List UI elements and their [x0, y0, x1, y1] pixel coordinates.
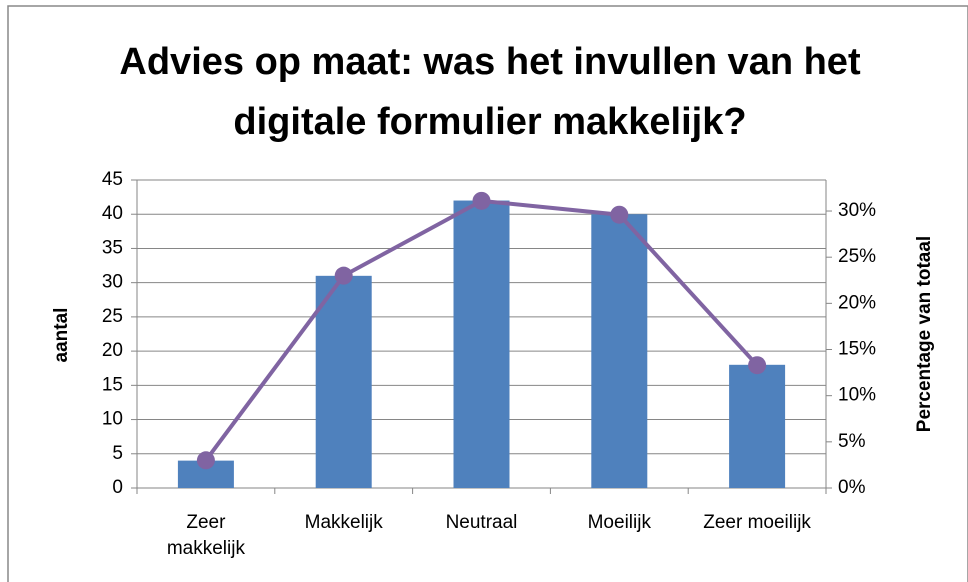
y-tick-label: 45: [102, 169, 123, 190]
y2-tick-label: 5%: [838, 431, 866, 452]
bar: [315, 275, 372, 488]
y-tick-label: 5: [112, 443, 123, 464]
chart-title: Advies op maat: was het invullen van het…: [119, 41, 861, 143]
y-tick-label: 35: [102, 237, 123, 258]
y2-tick-label: 15%: [838, 339, 876, 360]
y2-tick-label: 20%: [838, 292, 876, 313]
y-tick-label: 40: [102, 203, 123, 224]
y-axis-label: aantal: [51, 308, 72, 363]
y-tick-label: 30: [102, 272, 123, 293]
y2-tick-label: 10%: [838, 385, 876, 406]
x-tick-label: Moeilijk: [587, 512, 651, 533]
y2-axis-label: Percentage van totaal: [914, 236, 935, 432]
y-tick-label: 0: [112, 477, 123, 498]
bar: [453, 200, 510, 489]
chart-border: [7, 5, 968, 582]
x-tick-label: Zeer makkelijk: [166, 512, 245, 559]
y-tick-label: 10: [102, 409, 123, 430]
line-marker: [334, 266, 353, 285]
x-tick-label: Zeer moeilijk: [703, 512, 811, 533]
y2-tick-label: 30%: [838, 200, 876, 221]
y-tick-label: 20: [102, 340, 123, 361]
bar: [591, 214, 648, 488]
bar: [729, 364, 786, 488]
x-tick-label: Neutraal: [445, 512, 518, 533]
line-marker: [748, 356, 767, 375]
y2-tick-label: 0%: [838, 477, 866, 498]
y-tick-label: 15: [102, 374, 123, 395]
y-tick-label: 25: [102, 306, 123, 327]
line-marker: [196, 451, 215, 470]
line-marker: [472, 191, 491, 210]
line-marker: [610, 205, 629, 224]
x-tick-label: Makkelijk: [304, 512, 383, 533]
y2-tick-label: 25%: [838, 246, 876, 267]
